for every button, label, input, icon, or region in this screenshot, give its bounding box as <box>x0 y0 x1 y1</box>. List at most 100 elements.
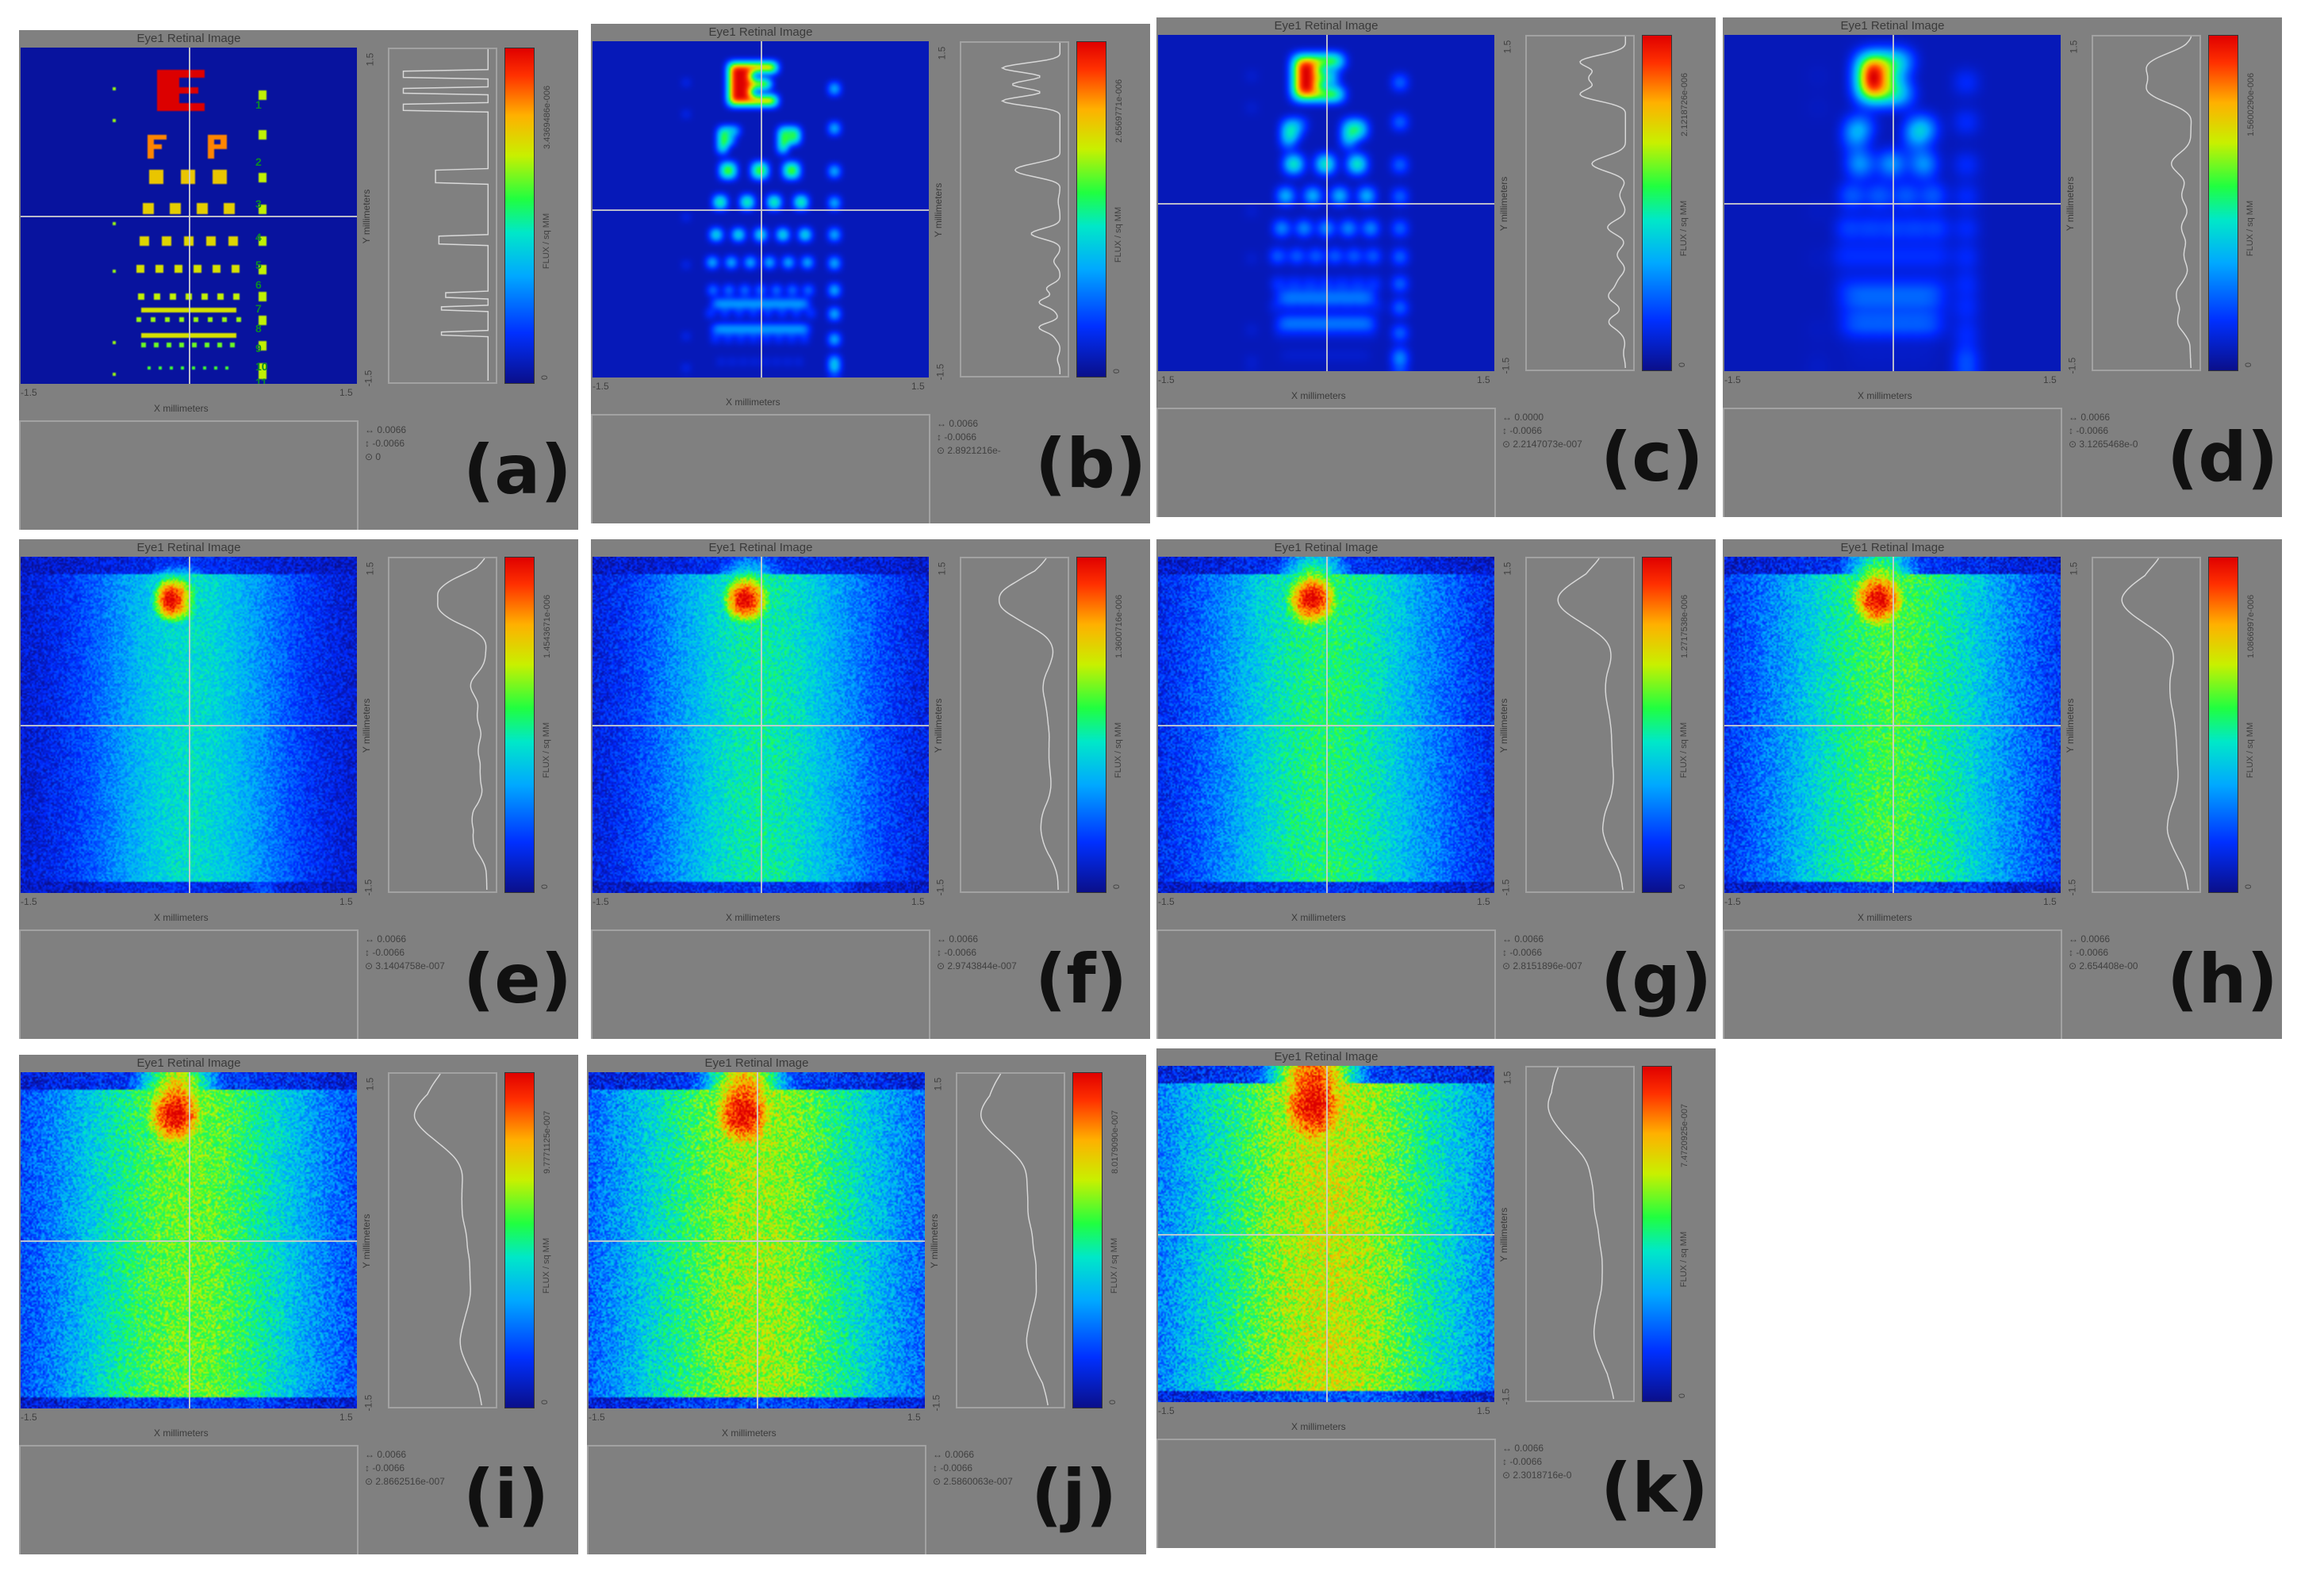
dy-value: -0.0066 <box>372 947 405 958</box>
colorbar-min-label: 0 <box>1108 1399 1118 1405</box>
y-axis-label: Y millimeters <box>361 1213 373 1269</box>
x-tick-right: 1.5 <box>2043 896 2057 907</box>
readout-flux: ⊙ 0 <box>365 450 406 464</box>
retinal-image-view[interactable] <box>589 1072 925 1408</box>
colorbar <box>1072 1072 1103 1408</box>
flux-value: 2.3018716e-0 <box>1513 1470 1572 1481</box>
y-tick-bottom: -1.5 <box>930 1394 942 1412</box>
dy-value: -0.0066 <box>944 947 977 958</box>
x-tick-left: -1.5 <box>1158 374 1175 385</box>
retinal-image-view[interactable] <box>593 41 929 377</box>
crosshair-vertical[interactable] <box>1893 557 1894 893</box>
cursor-readout: ↔ 0.0066 ↕ -0.0066 ⊙ 3.1404758e-007 <box>365 933 445 973</box>
retinal-image-panel-h: Eye1 Retinal Image 1.5 -1.5 Y millimeter… <box>1723 539 2282 1039</box>
retinal-image-view[interactable] <box>21 1072 357 1408</box>
crosshair-vertical[interactable] <box>1326 557 1328 893</box>
colorbar-max-label: 2.1218726e-006 <box>1680 72 1689 136</box>
crosshair-vertical[interactable] <box>189 48 190 384</box>
retinal-image-panel-a: Eye1 Retinal Image 1 2 3 4 5 6 7 8 9 10 11 1.5 -1.… <box>19 30 578 530</box>
flux-value: 2.8662516e-007 <box>375 1476 445 1487</box>
y-tick-bottom: -1.5 <box>362 879 374 896</box>
retinal-image-view[interactable] <box>1158 557 1494 893</box>
vertical-profile-svg <box>2146 36 2192 369</box>
crosshair-vertical[interactable] <box>189 557 190 893</box>
retinal-image-panel-j: Eye1 Retinal Image 1.5 -1.5 Y millimeter… <box>587 1055 1146 1554</box>
panel-letter: (c) <box>1601 418 1704 497</box>
y-tick-top: 1.5 <box>1501 561 1513 576</box>
colorbar-max-label: 9.7771125e-007 <box>543 1110 552 1174</box>
readout-dy: ↕ -0.0066 <box>1502 1455 1571 1469</box>
retinal-image-view[interactable] <box>21 557 357 893</box>
colorbar-max-label: 1.4543671e-006 <box>543 594 552 658</box>
readout-dx: ↔ 0.0066 <box>365 1448 445 1462</box>
flux-symbol: ⊙ <box>933 1476 941 1487</box>
cursor-readout: ↔ 0.0066 ↕ -0.0066 ⊙ 2.9743844e-007 <box>937 933 1017 973</box>
retinal-image-view[interactable] <box>593 557 929 893</box>
readout-flux: ⊙ 2.3018716e-0 <box>1502 1469 1571 1482</box>
crosshair-vertical[interactable] <box>1326 1066 1328 1402</box>
profile-line <box>1547 1067 1615 1400</box>
dx-symbol: ↔ <box>2069 412 2078 423</box>
panel-letter: (h) <box>2167 940 2278 1019</box>
chart-row-label-8: 8 <box>255 322 262 335</box>
y-tick-top: 1.5 <box>932 1077 944 1091</box>
crosshair-vertical[interactable] <box>761 41 762 377</box>
flux-value: 2.654408e-00 <box>2079 960 2138 971</box>
panel-letter: (b) <box>1035 424 1147 504</box>
profile-line <box>413 1074 482 1406</box>
x-tick-left: -1.5 <box>1158 1405 1175 1416</box>
dx-value: 0.0066 <box>1514 1443 1544 1454</box>
readout-dx: ↔ 0.0066 <box>2069 933 2138 946</box>
readout-flux: ⊙ 3.1404758e-007 <box>365 960 445 973</box>
flux-value: 2.5860063e-007 <box>943 1476 1013 1487</box>
dy-value: -0.0066 <box>1509 1456 1543 1467</box>
crosshair-vertical[interactable] <box>1326 35 1328 371</box>
dx-symbol: ↔ <box>937 933 946 945</box>
colorbar-max-label: 1.3600716e-006 <box>1114 594 1124 658</box>
retinal-image-view[interactable] <box>1158 35 1494 371</box>
crosshair-vertical[interactable] <box>189 1072 190 1408</box>
crosshair-vertical[interactable] <box>1893 35 1894 371</box>
retinal-image-view[interactable] <box>1724 557 2061 893</box>
dy-value: -0.0066 <box>2076 947 2109 958</box>
panel-title: Eye1 Retinal Image <box>136 32 241 45</box>
chart-row-label-5: 5 <box>255 259 262 271</box>
dx-value: 0.0066 <box>949 418 979 429</box>
retinal-image-panel-f: Eye1 Retinal Image 1.5 -1.5 Y millimeter… <box>591 539 1150 1039</box>
x-tick-left: -1.5 <box>21 896 37 907</box>
crosshair-vertical[interactable] <box>761 557 762 893</box>
y-axis-label: Y millimeters <box>933 182 945 238</box>
colorbar-min-label: 0 <box>540 883 550 890</box>
y-axis-label: Y millimeters <box>2065 698 2077 753</box>
x-axis-label: X millimeters <box>154 1427 209 1439</box>
panel-letter: (f) <box>1035 940 1128 1019</box>
colorbar-unit-label: FLUX / sq MM <box>542 722 552 779</box>
profile-line <box>998 558 1059 891</box>
horizontal-profile-svg <box>1158 1440 1494 1548</box>
dy-value: -0.0066 <box>2076 425 2109 436</box>
retinal-image-view[interactable]: 1 2 3 4 5 6 7 8 9 10 11 <box>21 48 357 384</box>
retinal-image-view[interactable] <box>1158 1066 1494 1402</box>
flux-symbol: ⊙ <box>365 1476 374 1487</box>
profile-line <box>402 49 489 381</box>
colorbar-max-label: 8.0179090e-007 <box>1110 1109 1120 1174</box>
profile-line <box>1579 36 1627 369</box>
y-axis-label: Y millimeters <box>2065 176 2077 232</box>
panel-letter: (e) <box>463 940 572 1019</box>
flux-symbol: ⊙ <box>937 960 945 971</box>
profile-line <box>437 558 488 891</box>
x-axis-label: X millimeters <box>154 403 209 414</box>
profile-line <box>1557 558 1624 891</box>
vertical-profile-svg <box>1557 558 1624 891</box>
horizontal-profile-plot <box>1156 1439 1496 1548</box>
dx-symbol: ↔ <box>1502 412 1512 423</box>
retinal-image-view[interactable] <box>1724 35 2061 371</box>
readout-dx: ↔ 0.0066 <box>365 933 445 946</box>
dy-symbol: ↕ <box>365 1462 370 1473</box>
chart-row-label-6: 6 <box>255 278 262 291</box>
crosshair-vertical[interactable] <box>757 1072 758 1408</box>
vertical-profile-svg <box>1000 43 1061 375</box>
profile-line <box>2146 36 2192 369</box>
horizontal-profile-svg <box>1724 409 2061 517</box>
vertical-profile-plot <box>388 48 497 384</box>
